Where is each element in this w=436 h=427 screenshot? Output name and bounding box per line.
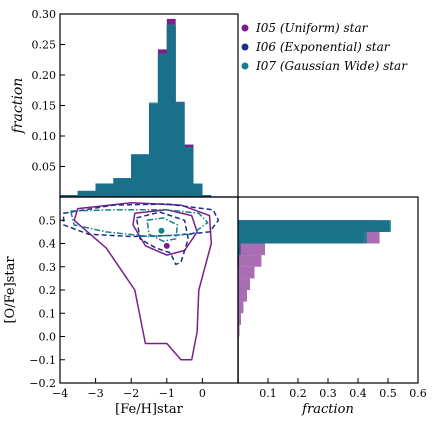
mid-xtick-label: −2	[123, 387, 139, 400]
right-hist-bar	[238, 278, 250, 291]
top-hist-bar	[131, 154, 149, 197]
top-ytick-label: 0.20	[32, 69, 57, 82]
right-hist-bar	[238, 324, 240, 337]
legend-label-1: I06 (Exponential) star	[255, 40, 391, 54]
legend-label-2: I07 (Gaussian Wide) star	[255, 59, 408, 73]
mid-ytick-label: 0.5	[39, 214, 57, 227]
mid-ytick-label: 0.0	[39, 331, 57, 344]
legend-marker-2	[241, 62, 249, 70]
contour-line-5	[146, 217, 179, 242]
contour-center-0	[163, 242, 170, 249]
legend-marker-1	[241, 43, 249, 51]
top-ytick-label: 0.15	[32, 100, 57, 113]
top-hist-bar	[202, 195, 212, 197]
right-hist-bar	[238, 266, 255, 279]
right-xtick-label: 0.2	[289, 387, 307, 400]
right-xlabel: fraction	[301, 402, 354, 417]
mid-xtick-label: 0	[199, 387, 206, 400]
right-xtick-label: 0.1	[259, 387, 277, 400]
top-hist-bar	[149, 102, 158, 197]
top-hist-bar	[166, 24, 176, 198]
mid-xtick-label: −4	[52, 387, 68, 400]
top-hist-bar	[157, 53, 167, 198]
right-hist-0	[238, 220, 380, 383]
right-xtick-label: 0.3	[319, 387, 337, 400]
contour-line-1	[132, 209, 198, 256]
top-hist-bar	[77, 190, 96, 197]
top-ytick-label: 0.10	[32, 130, 57, 143]
top-hist-bar	[60, 195, 78, 197]
contour-line-2	[62, 203, 220, 238]
right-xtick-label: 0.5	[379, 387, 397, 400]
mid-xtick-label: −1	[159, 387, 175, 400]
top-hist-bar	[175, 101, 185, 197]
contour-line-0	[73, 202, 213, 361]
mid-ytick-label: −0.1	[29, 354, 56, 367]
right-xtick-label: 0.4	[349, 387, 367, 400]
top-ylabel: fraction	[10, 78, 26, 135]
mid-ytick-label: 0.1	[39, 307, 57, 320]
top-hist-bar	[193, 183, 203, 197]
mid-ytick-label: 0.2	[39, 284, 57, 297]
top-hist-2	[60, 24, 212, 198]
contour-line-4	[69, 209, 209, 238]
legend-label-0: I05 (Uniform) star	[255, 21, 369, 35]
right-hist-bar	[238, 243, 240, 256]
top-hist-bar	[95, 183, 114, 197]
mid-axes-frame	[59, 196, 239, 384]
right-hist-bar	[238, 231, 367, 244]
contour-center-1	[158, 227, 165, 234]
right-hist-bar	[238, 255, 262, 267]
right-hist-bar	[238, 220, 391, 232]
top-ytick-label: 0.05	[32, 161, 57, 174]
mid-xlabel: [Fe/H]star	[115, 402, 184, 417]
mid-ylabel: [O/Fe]star	[3, 256, 18, 324]
right-hist-bar	[238, 313, 241, 325]
mid-ytick-label: −0.2	[29, 377, 56, 390]
top-ytick-label: 0.30	[32, 8, 57, 21]
contour-line-3	[135, 211, 189, 266]
mid-ytick-label: 0.3	[39, 261, 57, 274]
top-hist-bar	[184, 146, 194, 197]
top-hist-bar	[113, 178, 132, 197]
top-ytick-label: 0.25	[32, 39, 57, 52]
right-hist-bar	[238, 243, 265, 256]
mid-xtick-label: −3	[87, 387, 103, 400]
legend-marker-0	[241, 24, 249, 32]
mid-ytick-label: 0.4	[39, 238, 57, 251]
right-hist-bar	[238, 301, 244, 314]
right-hist-bar	[238, 290, 247, 302]
right-xtick-label: 0.6	[409, 387, 427, 400]
